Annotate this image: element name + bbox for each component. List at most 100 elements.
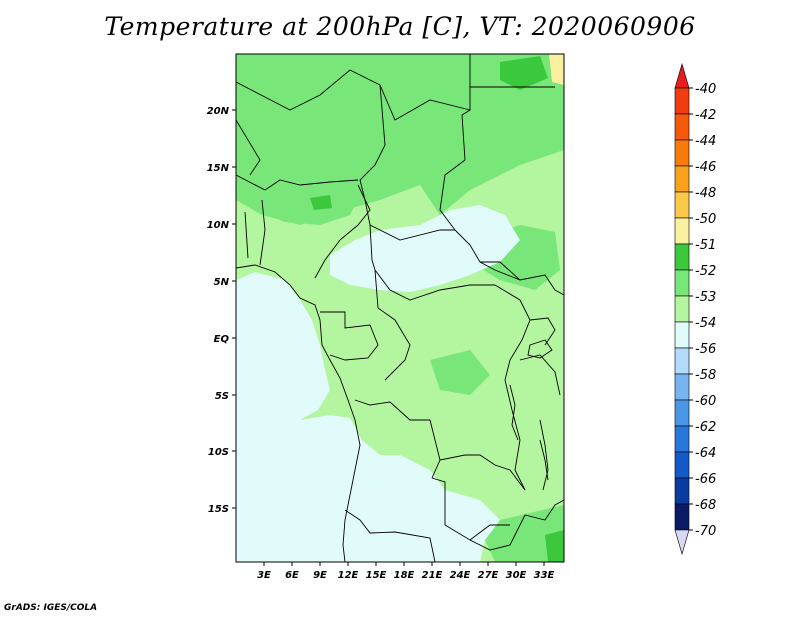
border-niger-nigeria: [236, 174, 359, 191]
border-car-north: [369, 224, 521, 281]
field-band-52-north: [236, 54, 564, 225]
lon-label-9e: 9E: [313, 570, 327, 581]
colorbar: -40 -42 -44 -46 -48 -50 -51 -52 -53 -54 -56 -58 -60 -…: [674, 62, 716, 556]
colorbar-cell: [674, 503, 690, 531]
colorbar-label: -64: [695, 446, 716, 461]
temperature-field: [236, 54, 564, 562]
border-car-south: [374, 269, 495, 301]
colorbar-cell: [674, 269, 690, 297]
colorbar-cell: [674, 373, 690, 401]
field-band-54: [236, 272, 500, 562]
field-band-50-patch: [549, 54, 564, 85]
lat-label-eq: EQ: [214, 334, 230, 345]
longitude-axis: 3E 6E 9E 12E 15E 18E 21E 24E 27E 30E 33E: [257, 562, 555, 581]
field-band-54-central: [330, 205, 520, 292]
latitude-axis: 20N 15N 10N 5N EQ 5S 10S 15S: [207, 106, 236, 515]
colorbar-cell: [674, 113, 690, 141]
colorbar-label: -70: [695, 524, 716, 539]
field-band-51-patch-b: [310, 195, 332, 210]
colorbar-cell: [674, 165, 690, 193]
colorbar-label: -44: [695, 134, 716, 149]
colorbar-label: -66: [695, 472, 716, 487]
border-angola-south: [344, 509, 436, 562]
border-southeast: [469, 499, 564, 551]
grads-credit: GrADS: IGES/COLA: [4, 603, 98, 613]
border-libya-chad: [379, 84, 472, 121]
colorbar-label: -40: [695, 82, 716, 97]
border-gabon: [320, 311, 379, 361]
lon-label-15e: 15E: [366, 570, 387, 581]
colorbar-cell: [674, 321, 690, 349]
field-band-52-south: [485, 505, 564, 562]
field-band-54-south: [340, 440, 480, 562]
colorbar-label: -51: [695, 238, 716, 253]
map-title: Temperature at 200hPa [C], VT: 202006090…: [104, 12, 696, 41]
lat-label-5n: 5N: [214, 277, 230, 288]
border-cameroon-car: [369, 224, 379, 309]
colorbar-cell: [674, 477, 690, 505]
colorbar-cell: [674, 243, 690, 271]
lake-victoria: [527, 339, 553, 359]
colorbar-cell: [674, 451, 690, 479]
border-mali-burkina: [236, 119, 261, 176]
border-uganda-kenya: [529, 317, 556, 346]
lon-label-18e: 18E: [394, 570, 415, 581]
lon-label-3e: 3E: [257, 570, 271, 581]
border-drc-east: [494, 284, 531, 491]
country-borders: [236, 54, 564, 562]
colorbar-cell: [674, 191, 690, 219]
map-frame: [235, 53, 565, 563]
border-angola-zambia: [431, 477, 510, 541]
coastline-west: [236, 264, 361, 562]
border-benin-togo: [259, 199, 266, 266]
border-algeria-niger: [236, 69, 381, 111]
colorbar-label: -50: [695, 212, 716, 227]
colorbar-label: -62: [695, 420, 716, 435]
colorbar-label: -53: [695, 290, 716, 305]
lon-label-33e: 33E: [534, 570, 555, 581]
lon-label-6e: 6E: [285, 570, 299, 581]
border-tanzania: [519, 354, 561, 396]
lat-label-10n: 10N: [207, 220, 230, 231]
colorbar-label: -46: [695, 160, 716, 175]
lat-label-15n: 15N: [207, 163, 230, 174]
colorbar-triangle-top: [674, 62, 690, 89]
lat-label-5s: 5S: [215, 391, 229, 402]
lake-tanganyika: [509, 384, 519, 441]
lat-label-20n: 20N: [207, 106, 230, 117]
colorbar-cell: [674, 295, 690, 323]
colorbar-cell: [674, 217, 690, 245]
colorbar-label: -68: [695, 498, 716, 513]
border-malawi: [539, 419, 549, 491]
field-band-52-sahel: [250, 180, 360, 225]
colorbar-cell: [674, 399, 690, 427]
colorbar-label: -52: [695, 264, 716, 279]
lon-label-21e: 21E: [422, 570, 443, 581]
lon-label-27e: 27E: [478, 570, 499, 581]
colorbar-label: -48: [695, 186, 716, 201]
colorbar-cell: [674, 87, 690, 115]
lake-malawi: [539, 439, 549, 481]
colorbar-cell: [674, 139, 690, 167]
border-chad-sudan: [439, 114, 466, 231]
lat-label-10s: 10S: [208, 447, 229, 458]
colorbar-cell: [674, 425, 690, 453]
colorbar-label: -54: [695, 316, 716, 331]
colorbar-label: -56: [695, 342, 716, 357]
field-band-51-patch-c: [545, 530, 564, 562]
field-band-52-congo: [430, 350, 490, 395]
border-congo-drc: [377, 307, 411, 381]
colorbar-label: -58: [695, 368, 716, 383]
border-zambia-drc: [439, 454, 526, 491]
colorbar-triangle-bottom: [674, 529, 690, 556]
border-ghana: [244, 211, 249, 259]
lon-label-30e: 30E: [506, 570, 527, 581]
colorbar-label: -60: [695, 394, 716, 409]
lon-label-24e: 24E: [450, 570, 471, 581]
colorbar-label: -42: [695, 108, 716, 123]
field-band-51-patch-a: [500, 56, 548, 90]
border-nigeria-cameroon: [314, 184, 371, 279]
border-south-sudan: [480, 261, 564, 296]
lon-label-12e: 12E: [338, 570, 359, 581]
